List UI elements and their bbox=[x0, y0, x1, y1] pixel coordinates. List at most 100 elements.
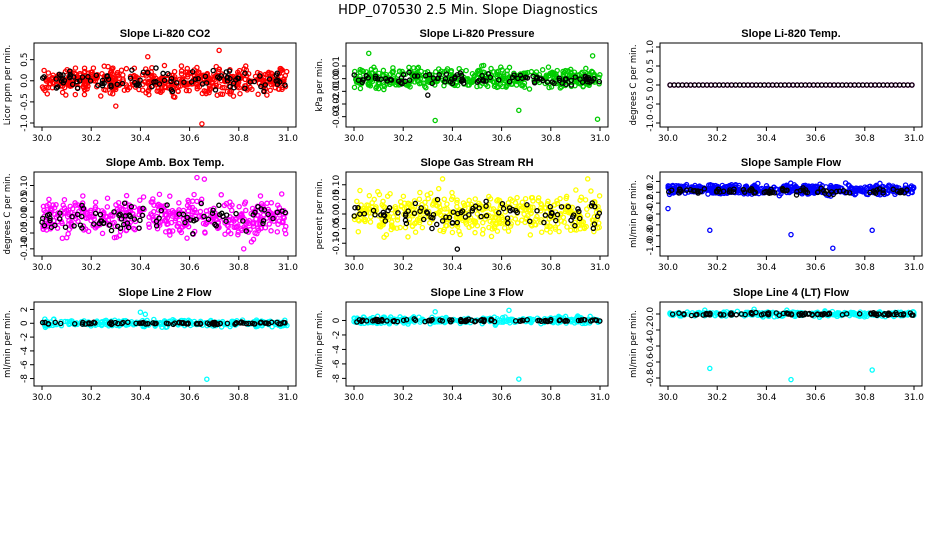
chart-temp: Slope Li-820 Temp. degrees C per min. 30.0… bbox=[629, 28, 924, 144]
data-point-outlier bbox=[432, 309, 438, 315]
data-point-reference bbox=[144, 69, 151, 76]
data-point-reference bbox=[480, 77, 486, 83]
data-point-slope bbox=[44, 91, 51, 97]
data-point-outlier bbox=[707, 365, 713, 372]
data-point-slope bbox=[72, 65, 79, 71]
data-point-reference bbox=[129, 67, 135, 73]
data-point-slope bbox=[151, 202, 157, 208]
data-point-reference bbox=[71, 321, 78, 327]
data-point-slope bbox=[722, 184, 729, 190]
data-point-slope bbox=[167, 193, 173, 199]
data-point-reference bbox=[357, 211, 363, 217]
data-point-slope bbox=[561, 219, 567, 225]
data-point-reference bbox=[212, 221, 218, 228]
data-point-slope bbox=[390, 65, 396, 71]
data-point-reference bbox=[156, 215, 162, 221]
data-point-reference bbox=[117, 225, 124, 232]
data-point-reference bbox=[826, 310, 833, 316]
data-point-slope bbox=[113, 234, 120, 240]
data-point-slope bbox=[362, 216, 369, 223]
data-point-reference bbox=[904, 187, 910, 193]
data-point-outlier bbox=[589, 53, 596, 59]
data-point-slope bbox=[387, 71, 394, 78]
data-point-slope bbox=[179, 76, 186, 83]
points bbox=[667, 306, 917, 383]
data-point-slope bbox=[380, 203, 387, 210]
data-point-slope bbox=[494, 228, 501, 234]
data-point-reference bbox=[483, 198, 489, 205]
data-point-reference bbox=[768, 190, 774, 196]
data-point-slope bbox=[474, 83, 480, 90]
points bbox=[667, 82, 915, 88]
data-point-reference bbox=[151, 79, 157, 85]
data-point-slope bbox=[72, 91, 79, 98]
data-point-slope bbox=[438, 212, 444, 219]
data-point-reference bbox=[687, 186, 694, 193]
data-point-slope bbox=[535, 195, 542, 201]
data-point-reference bbox=[443, 71, 450, 77]
data-point-slope bbox=[425, 195, 431, 202]
data-point-slope bbox=[227, 89, 233, 95]
data-point-reference bbox=[729, 311, 735, 318]
data-point-reference bbox=[258, 83, 264, 90]
chart-line2: Slope Line 2 Flow ml/min per min. 30.0 30.2… bbox=[3, 287, 298, 403]
data-point-slope bbox=[89, 214, 95, 220]
data-point-slope bbox=[241, 201, 248, 207]
data-point-reference bbox=[693, 312, 699, 318]
data-point-reference bbox=[741, 189, 748, 195]
data-point-outlier bbox=[113, 103, 119, 109]
data-point-slope bbox=[274, 229, 281, 235]
data-point-slope bbox=[221, 202, 228, 209]
data-point-slope bbox=[449, 229, 456, 236]
data-point-slope bbox=[158, 86, 164, 92]
data-point-reference bbox=[168, 78, 174, 85]
data-point-slope bbox=[539, 67, 546, 73]
data-point-slope bbox=[530, 204, 536, 210]
data-point-outlier bbox=[432, 117, 438, 124]
data-point-slope bbox=[460, 200, 467, 206]
data-point-reference bbox=[394, 318, 401, 325]
data-point-reference bbox=[412, 200, 419, 207]
data-point-slope bbox=[123, 192, 130, 199]
data-point-reference bbox=[120, 319, 126, 326]
data-point-reference bbox=[572, 74, 578, 80]
data-point-slope bbox=[787, 180, 794, 186]
data-point-slope bbox=[537, 219, 544, 225]
data-point-slope bbox=[419, 201, 425, 208]
data-point-slope bbox=[557, 195, 563, 202]
x-tick-label: 30.8 bbox=[855, 393, 875, 403]
data-point-slope bbox=[168, 219, 175, 226]
data-point-reference bbox=[114, 81, 121, 88]
y-tick-label: 0.05 bbox=[20, 191, 30, 211]
y-tick-label: -6 bbox=[332, 359, 342, 368]
data-point-reference bbox=[233, 210, 239, 217]
data-point-reference bbox=[814, 189, 821, 196]
y-tick-label: 1.0 bbox=[646, 40, 656, 55]
x-tick-label: 30.8 bbox=[229, 134, 249, 144]
x-tick-label: 30.6 bbox=[180, 134, 200, 144]
data-point-reference bbox=[223, 212, 230, 218]
x-tick-label: 30.6 bbox=[806, 393, 826, 403]
data-point-reference bbox=[116, 212, 122, 219]
x-tick-label: 30.2 bbox=[393, 263, 413, 273]
data-point-reference bbox=[140, 205, 146, 212]
data-point-outlier bbox=[142, 311, 149, 318]
data-point-slope bbox=[465, 76, 471, 82]
data-point-slope bbox=[407, 84, 413, 90]
y-tick-label: -8 bbox=[332, 374, 342, 383]
data-point-reference bbox=[697, 188, 704, 195]
data-point-reference bbox=[219, 210, 225, 217]
data-point-reference bbox=[173, 80, 180, 86]
data-point-slope bbox=[367, 219, 374, 225]
data-point-reference bbox=[701, 186, 708, 192]
data-point-reference bbox=[474, 79, 481, 85]
data-point-slope bbox=[667, 310, 673, 317]
data-point-slope bbox=[351, 84, 358, 91]
data-point-slope bbox=[43, 78, 50, 84]
data-point-slope bbox=[454, 199, 460, 206]
data-point-slope bbox=[258, 225, 264, 232]
data-point-reference bbox=[898, 189, 905, 195]
data-point-slope bbox=[449, 223, 455, 229]
data-point-reference bbox=[565, 203, 572, 210]
data-point-reference bbox=[880, 187, 886, 193]
